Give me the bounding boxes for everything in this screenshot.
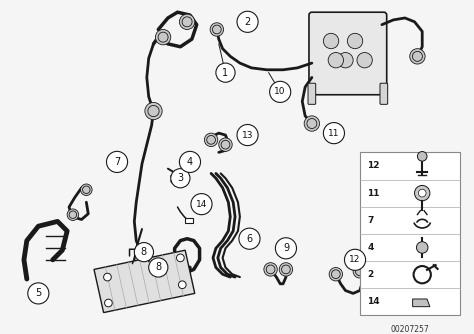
Circle shape	[81, 184, 92, 195]
FancyBboxPatch shape	[308, 83, 316, 104]
Circle shape	[328, 52, 344, 68]
Text: 12: 12	[367, 161, 380, 170]
Text: 11: 11	[367, 189, 380, 198]
Circle shape	[191, 194, 212, 215]
Text: 14: 14	[367, 297, 380, 306]
Text: 2: 2	[245, 17, 251, 27]
Circle shape	[105, 299, 112, 307]
Circle shape	[180, 151, 201, 172]
Circle shape	[323, 123, 345, 144]
Circle shape	[329, 268, 343, 281]
Circle shape	[345, 249, 365, 270]
Polygon shape	[413, 299, 430, 307]
Circle shape	[275, 238, 297, 259]
Circle shape	[264, 263, 277, 276]
Circle shape	[356, 267, 364, 276]
Circle shape	[67, 209, 79, 220]
Text: 9: 9	[283, 243, 289, 253]
Text: 11: 11	[328, 129, 340, 138]
Circle shape	[338, 52, 353, 68]
Text: 2: 2	[367, 270, 374, 279]
Circle shape	[270, 81, 291, 103]
Text: 5: 5	[35, 288, 41, 298]
Circle shape	[417, 242, 428, 253]
FancyBboxPatch shape	[185, 217, 193, 223]
Circle shape	[207, 136, 216, 144]
Circle shape	[134, 242, 154, 262]
Circle shape	[158, 32, 168, 42]
Circle shape	[219, 138, 232, 151]
Circle shape	[180, 14, 195, 29]
Circle shape	[182, 17, 192, 27]
Circle shape	[353, 265, 366, 278]
FancyBboxPatch shape	[309, 12, 387, 95]
Circle shape	[145, 103, 162, 120]
Circle shape	[204, 133, 218, 147]
Text: 13: 13	[242, 131, 253, 140]
Circle shape	[412, 51, 422, 61]
Circle shape	[331, 270, 340, 279]
Circle shape	[148, 106, 159, 117]
Circle shape	[149, 258, 168, 277]
Text: 8: 8	[155, 263, 161, 273]
Text: 4: 4	[187, 157, 193, 167]
Circle shape	[178, 281, 186, 289]
Circle shape	[237, 125, 258, 146]
Text: 00207257: 00207257	[391, 325, 429, 334]
Circle shape	[418, 152, 427, 161]
Circle shape	[279, 263, 292, 276]
Circle shape	[176, 254, 184, 262]
Circle shape	[104, 273, 111, 281]
Text: 1: 1	[222, 68, 228, 78]
Polygon shape	[94, 250, 195, 313]
Circle shape	[28, 283, 49, 304]
Circle shape	[419, 189, 426, 197]
Text: 6: 6	[246, 234, 253, 244]
Text: 4: 4	[367, 243, 374, 252]
Circle shape	[82, 186, 90, 193]
Circle shape	[171, 169, 190, 188]
Text: 3: 3	[177, 173, 183, 183]
Circle shape	[221, 140, 230, 149]
Circle shape	[282, 265, 290, 274]
Circle shape	[216, 63, 235, 82]
Text: 8: 8	[141, 247, 147, 257]
Text: 12: 12	[349, 255, 361, 264]
Circle shape	[347, 33, 363, 49]
Text: 7: 7	[114, 157, 120, 167]
Circle shape	[304, 116, 319, 131]
Circle shape	[239, 228, 260, 249]
Circle shape	[210, 23, 224, 36]
Circle shape	[237, 11, 258, 32]
Text: 7: 7	[367, 216, 374, 225]
Circle shape	[69, 211, 77, 218]
Circle shape	[323, 33, 339, 49]
Circle shape	[357, 52, 372, 68]
FancyBboxPatch shape	[360, 152, 460, 316]
Circle shape	[415, 185, 430, 201]
Circle shape	[266, 265, 275, 274]
Text: 10: 10	[274, 88, 286, 97]
Circle shape	[307, 119, 317, 129]
Circle shape	[107, 151, 128, 172]
Circle shape	[155, 29, 171, 45]
Circle shape	[410, 49, 425, 64]
Circle shape	[212, 25, 221, 34]
Text: 14: 14	[196, 200, 207, 209]
FancyBboxPatch shape	[380, 83, 388, 104]
